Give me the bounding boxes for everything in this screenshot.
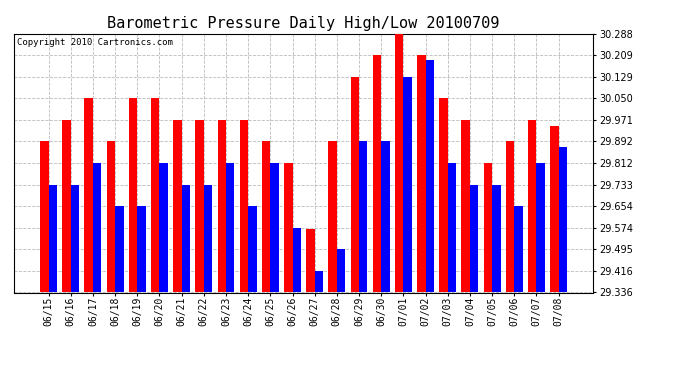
Bar [48,184,57,292]
Bar [426,60,434,292]
Bar [226,163,235,292]
Bar [514,206,523,292]
Bar [248,206,257,292]
Bar [137,206,146,292]
Bar [373,55,381,292]
Bar [306,229,315,292]
Bar [293,228,301,292]
Bar [40,141,48,292]
Bar [395,34,404,292]
Bar [559,147,567,292]
Bar [506,141,514,292]
Bar [351,77,359,292]
Bar [173,120,181,292]
Bar [181,184,190,292]
Bar [270,163,279,292]
Bar [217,120,226,292]
Bar [93,163,101,292]
Bar [492,184,500,292]
Bar [462,120,470,292]
Bar [484,163,492,292]
Bar [239,120,248,292]
Bar [107,141,115,292]
Bar [448,163,456,292]
Bar [359,141,368,292]
Bar [536,163,545,292]
Bar [528,120,536,292]
Bar [115,206,124,292]
Bar [84,98,93,292]
Bar [262,141,270,292]
Bar [195,120,204,292]
Bar [337,249,345,292]
Bar [71,184,79,292]
Bar [417,55,426,292]
Bar [440,98,448,292]
Bar [470,184,478,292]
Bar [404,77,412,292]
Bar [151,98,159,292]
Bar [550,126,559,292]
Bar [129,98,137,292]
Text: Copyright 2010 Cartronics.com: Copyright 2010 Cartronics.com [17,38,172,46]
Bar [328,141,337,292]
Bar [159,163,168,292]
Bar [315,271,323,292]
Bar [62,120,71,292]
Title: Barometric Pressure Daily High/Low 20100709: Barometric Pressure Daily High/Low 20100… [108,16,500,31]
Bar [284,163,293,292]
Bar [204,184,213,292]
Bar [381,141,390,292]
